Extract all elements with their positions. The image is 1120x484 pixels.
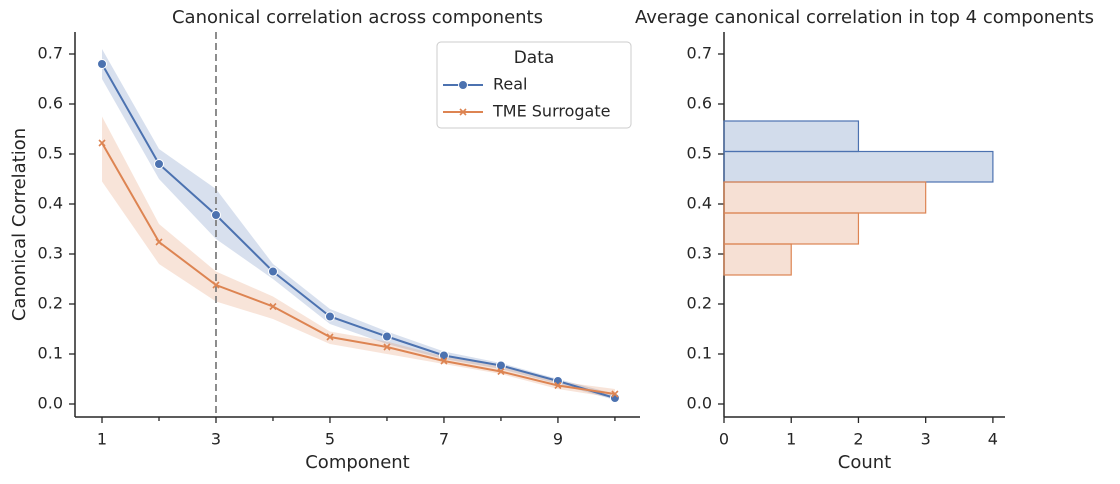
marker — [497, 367, 505, 376]
histogram-bar — [723, 212, 860, 245]
y-tick-label: 0.6 — [38, 94, 63, 113]
legend-marker — [459, 108, 467, 116]
y-tick-label: 0.0 — [687, 394, 712, 413]
marker — [611, 390, 619, 398]
marker — [440, 357, 448, 365]
legend-label: TME Surrogate — [492, 102, 610, 121]
y-tick-label: 0.5 — [687, 144, 712, 163]
legend-box — [436, 41, 632, 129]
chart-title: Average canonical correlation in top 4 c… — [635, 7, 1094, 28]
histogram-bar — [723, 120, 860, 153]
y-tick-label: 0.1 — [38, 344, 63, 363]
y-tick-label: 0.2 — [687, 294, 712, 313]
marker — [154, 159, 165, 169]
x-axis-label: Count — [838, 452, 891, 473]
marker — [381, 331, 392, 342]
x-tick-label: 1 — [97, 430, 107, 449]
marker — [212, 281, 220, 289]
x-tick-label: 3 — [921, 430, 931, 449]
x-axis-label: Component — [305, 452, 410, 473]
marker — [324, 311, 335, 322]
y-tick-label: 0.5 — [38, 144, 63, 163]
marker — [326, 333, 334, 341]
marker — [155, 238, 163, 246]
y-tick-label: 0.1 — [687, 344, 712, 363]
y-tick-label: 0.3 — [38, 244, 63, 263]
marker — [383, 343, 391, 351]
y-tick-label: 0.0 — [38, 394, 63, 413]
marker — [210, 210, 221, 220]
x-tick-label: 1 — [786, 430, 796, 449]
marker — [97, 59, 108, 69]
marker — [554, 381, 562, 390]
x-tick-label: 9 — [553, 430, 563, 449]
legend-label: Real — [493, 75, 528, 94]
line — [101, 142, 616, 395]
line — [101, 63, 616, 399]
confidence-band — [102, 49, 615, 400]
x-tick-label: 3 — [211, 430, 221, 449]
x-tick-label: 7 — [439, 430, 449, 449]
marker — [98, 139, 106, 147]
y-tick-label: 0.4 — [687, 194, 712, 213]
chart-title: Canonical correlation across components — [172, 7, 543, 28]
histogram-bar — [723, 243, 792, 276]
histogram-bar — [723, 181, 927, 214]
y-tick-label: 0.3 — [687, 244, 712, 263]
legend-marker — [458, 80, 468, 90]
x-tick-label: 2 — [853, 430, 863, 449]
marker — [269, 302, 277, 311]
y-tick-label: 0.4 — [38, 194, 63, 213]
marker — [267, 266, 278, 277]
x-tick-label: 0 — [719, 430, 729, 449]
y-tick-label: 0.7 — [687, 44, 712, 63]
x-tick-label: 4 — [988, 430, 998, 449]
histogram-bar — [723, 150, 994, 183]
legend-title: Data — [514, 48, 555, 68]
marker — [495, 360, 506, 371]
x-tick-label: 5 — [325, 430, 335, 449]
y-axis-label: Canonical Correlation — [9, 128, 30, 321]
y-tick-label: 0.6 — [687, 94, 712, 113]
y-tick-label: 0.7 — [38, 44, 63, 63]
y-tick-label: 0.2 — [38, 294, 63, 313]
